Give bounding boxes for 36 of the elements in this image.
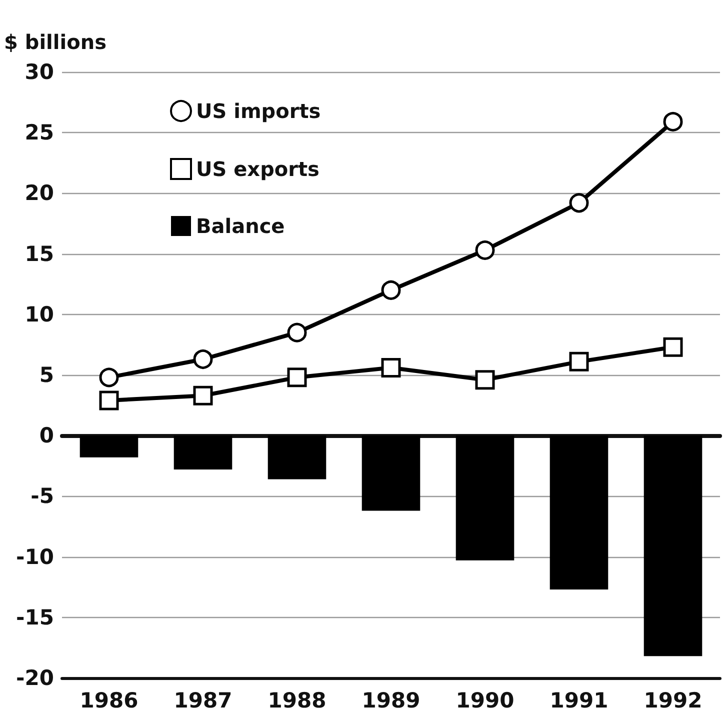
y-tick-label: -5: [30, 484, 54, 508]
point: [193, 386, 213, 406]
y-axis-title: $ billions: [4, 30, 106, 54]
point: [569, 193, 589, 213]
point: [475, 370, 495, 390]
y-tick-label: 10: [24, 302, 54, 326]
point: [287, 322, 307, 342]
point: [287, 368, 307, 388]
point: [381, 280, 401, 300]
point: [663, 337, 683, 357]
point: [663, 112, 683, 132]
y-tick-label: 15: [24, 242, 54, 266]
y-tick-label: 0: [39, 424, 54, 448]
point: [381, 358, 401, 378]
y-tick-label: -20: [16, 666, 54, 690]
x-tick-label: 1990: [456, 688, 514, 712]
legend-label: Balance: [196, 214, 285, 238]
point: [569, 352, 589, 372]
x-tick-label: 1992: [644, 688, 702, 712]
point: [193, 350, 213, 369]
x-tick-label: 1987: [174, 688, 232, 712]
legend-label: US imports: [196, 99, 321, 123]
x-tick-label: 1988: [268, 688, 326, 712]
y-tick-label: -15: [16, 605, 54, 630]
y-tick-label: 30: [24, 60, 54, 84]
point: [475, 240, 495, 260]
y-tick-label: 25: [24, 120, 54, 145]
point: [99, 390, 119, 410]
y-tick-label: 20: [24, 181, 54, 206]
y-tick-label: 5: [39, 363, 54, 387]
legend-label: US exports: [196, 157, 320, 181]
point: [99, 368, 119, 388]
y-tick-label: -10: [16, 544, 54, 569]
x-tick-label: 1991: [550, 688, 608, 712]
x-tick-label: 1989: [362, 688, 420, 712]
x-tick-label: 1986: [80, 688, 138, 712]
